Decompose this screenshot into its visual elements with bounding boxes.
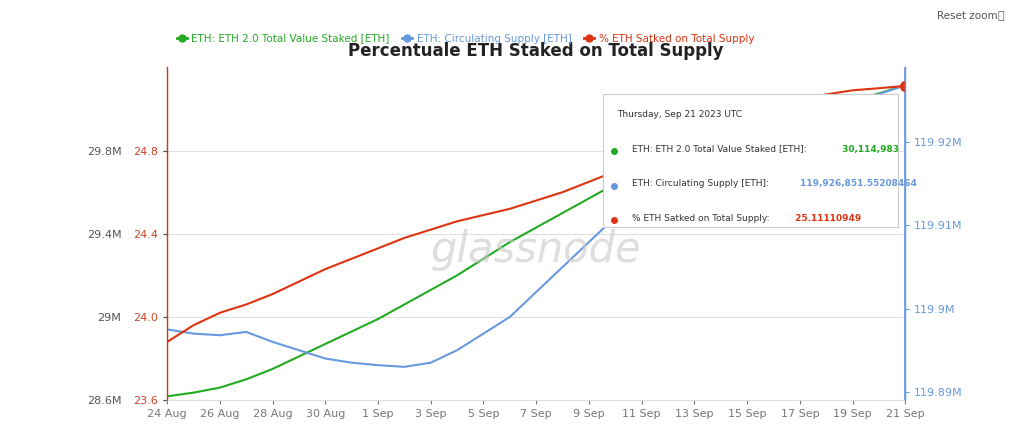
Title: Percentuale ETH Staked on Total Supply: Percentuale ETH Staked on Total Supply	[348, 43, 724, 60]
Legend: ETH: ETH 2.0 Total Value Staked [ETH], ETH: Circulating Supply [ETH], % ETH Satk: ETH: ETH 2.0 Total Value Staked [ETH], E…	[172, 29, 758, 48]
Text: ⬛: ⬛	[997, 11, 1004, 21]
Text: glassnode: glassnode	[431, 229, 641, 272]
Text: Reset zoom: Reset zoom	[937, 11, 997, 21]
